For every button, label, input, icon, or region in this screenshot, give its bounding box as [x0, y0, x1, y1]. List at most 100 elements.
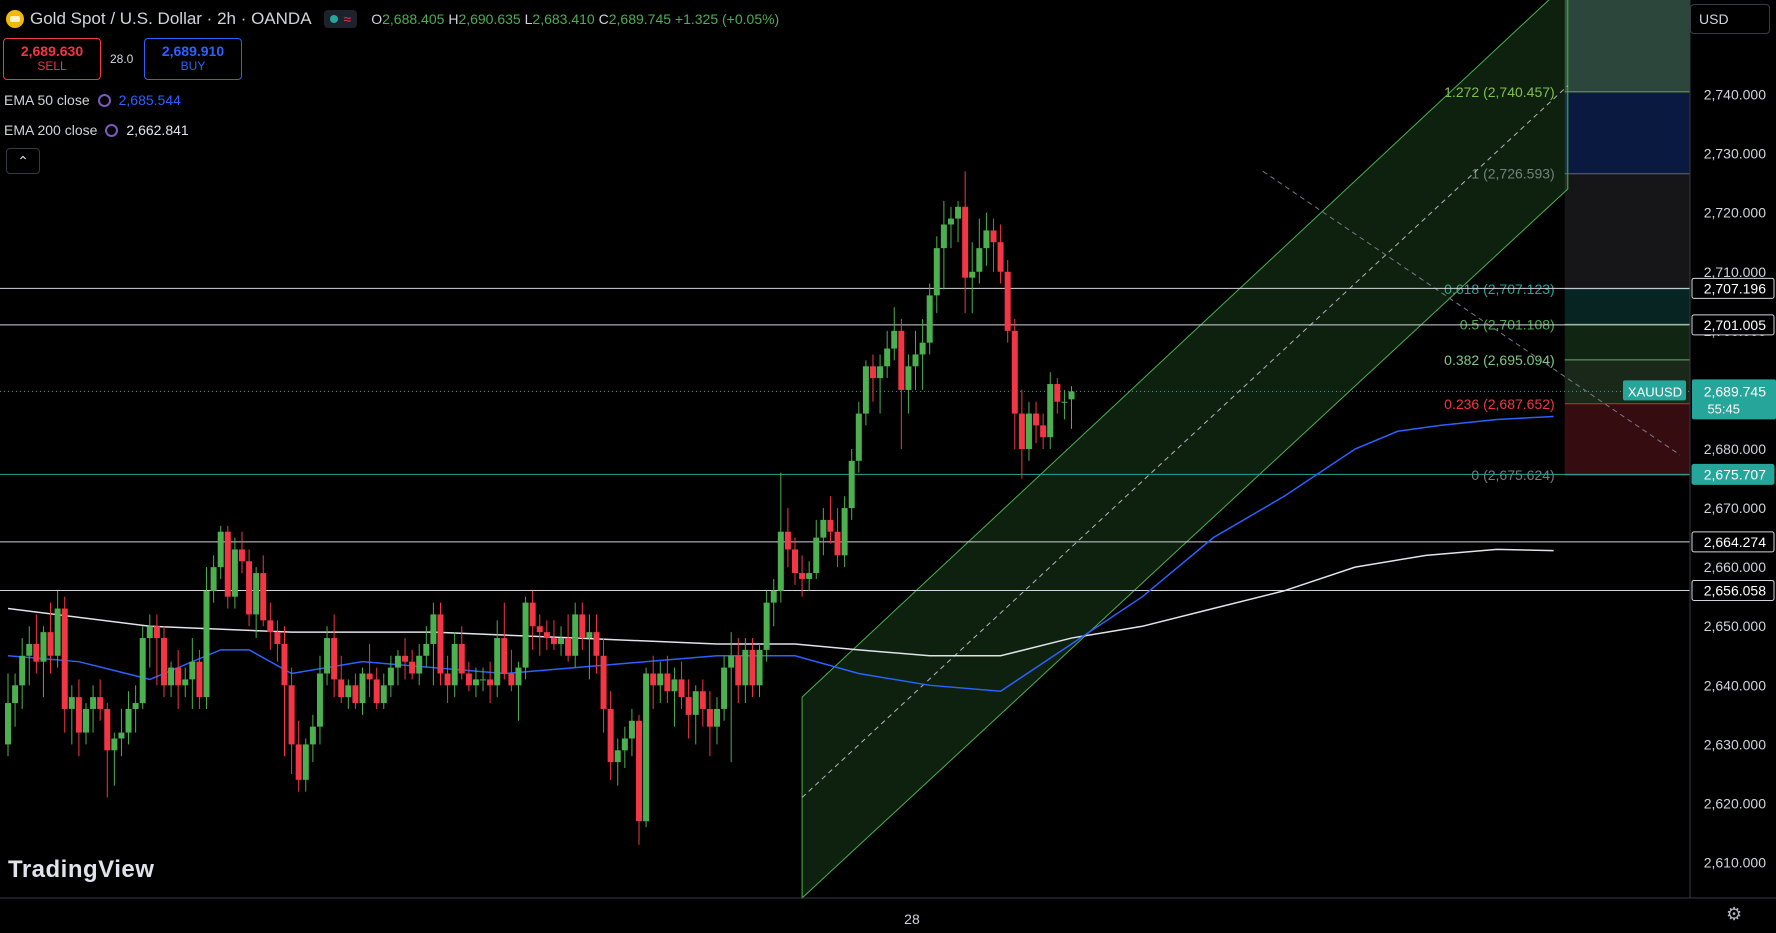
sell-button[interactable]: 2,689.630 SELL	[3, 38, 101, 80]
loading-icon	[105, 123, 119, 137]
price-level-tag-label: 2,656.058	[1704, 582, 1766, 598]
low-value: 2,683.410	[532, 11, 595, 27]
currency-selector[interactable]: USD	[1690, 4, 1770, 34]
candle	[706, 708, 713, 727]
candle	[855, 413, 862, 461]
channel-midline	[801, 85, 1569, 798]
candle	[728, 655, 735, 668]
candle	[962, 206, 969, 278]
candle	[891, 330, 898, 349]
ohlc-readout: O2,688.405 H2,690.635 L2,683.410 C2,689.…	[371, 11, 779, 27]
y-tick-label: 2,740.000	[1704, 87, 1766, 103]
indicator-value: 2,662.841	[126, 122, 189, 138]
fib-zone	[1564, 324, 1690, 360]
candle	[373, 679, 380, 704]
symbol-tag-label: XAUUSD	[1628, 384, 1682, 399]
sell-label: SELL	[37, 59, 67, 73]
candle	[260, 573, 267, 621]
candle	[501, 638, 508, 674]
candle	[749, 649, 756, 686]
candle	[331, 638, 338, 680]
price-level-tag	[1691, 579, 1775, 601]
candle	[111, 738, 118, 751]
candle	[699, 691, 706, 709]
close-value: 2,689.745	[608, 11, 672, 27]
y-tick-label: 2,720.000	[1704, 205, 1766, 221]
candle	[366, 673, 373, 680]
collapse-legend-button[interactable]: ⌃	[6, 148, 40, 174]
indicator-ema50[interactable]: EMA 50 close 2,685.544	[4, 92, 181, 108]
candle	[579, 614, 586, 639]
open-value: 2,688.405	[382, 11, 445, 27]
candle	[650, 673, 657, 686]
fib-zone-top	[1564, 0, 1690, 92]
candle	[565, 638, 572, 656]
candle	[309, 726, 316, 745]
candle	[586, 632, 593, 639]
x-tick-label: 28	[904, 911, 920, 927]
candle	[47, 632, 54, 656]
price-level-tag	[1691, 531, 1775, 553]
symbol-tag	[1623, 380, 1686, 401]
candle	[664, 673, 671, 692]
market-status[interactable]: ≈	[323, 10, 358, 28]
y-tick-label: 2,670.000	[1704, 500, 1766, 516]
sell-price: 2,689.630	[20, 43, 84, 59]
candle	[54, 608, 61, 656]
candle	[820, 519, 827, 538]
candle	[614, 750, 621, 763]
indicator-ema200[interactable]: EMA 200 close 2,662.841	[4, 122, 189, 138]
fib-level-label: 0.5 (2,701.108)	[1460, 316, 1555, 332]
candle	[997, 242, 1004, 272]
y-tick-label: 2,640.000	[1704, 677, 1766, 693]
candle	[75, 697, 82, 733]
market-open-dot-icon	[329, 15, 338, 23]
fib-zone	[1564, 403, 1690, 475]
y-tick-label: 2,650.000	[1704, 618, 1766, 634]
candle	[182, 679, 189, 686]
candle	[324, 638, 331, 674]
candle	[61, 608, 68, 709]
fib-zone	[1564, 173, 1690, 289]
brand-text: TradingView	[8, 856, 155, 883]
last-price-tag	[1692, 379, 1776, 420]
candle	[139, 638, 146, 704]
symbol-title[interactable]: Gold Spot / U.S. Dollar · 2h · OANDA	[30, 9, 312, 28]
y-tick-label: 2,620.000	[1704, 795, 1766, 811]
candle	[558, 638, 565, 644]
candle	[387, 667, 394, 686]
candle	[451, 643, 458, 686]
tradingview-logo: TradingView	[8, 856, 154, 884]
buy-button[interactable]: 2,689.910 BUY	[144, 38, 242, 80]
y-tick-label: 2,630.000	[1704, 736, 1766, 752]
high-value: 2,690.635	[458, 11, 521, 27]
price-level-tag-label: 2,675.707	[1704, 466, 1766, 482]
candle	[763, 602, 770, 650]
candle	[508, 673, 515, 686]
candle	[494, 638, 501, 686]
candle	[196, 661, 203, 698]
price-level-tag-label: 2,707.196	[1704, 280, 1766, 296]
candle	[940, 224, 947, 249]
candle	[834, 531, 841, 556]
fib-zone	[1564, 288, 1690, 325]
candle	[841, 508, 848, 556]
gear-icon[interactable]: ⚙	[1726, 904, 1743, 924]
candle	[1040, 425, 1047, 438]
candle	[203, 590, 210, 698]
y-tick-label: 2,610.000	[1704, 855, 1766, 871]
candle	[926, 295, 933, 343]
candle	[1047, 384, 1054, 438]
candle	[643, 673, 650, 822]
candle	[884, 348, 891, 367]
candle	[976, 248, 983, 272]
candle	[288, 685, 295, 745]
price-level-tag	[1691, 463, 1775, 485]
candle	[714, 708, 720, 727]
currency-label: USD	[1699, 11, 1729, 27]
candle	[636, 720, 643, 822]
candle	[238, 549, 245, 562]
high-label: H	[448, 11, 459, 27]
candle	[472, 679, 479, 686]
